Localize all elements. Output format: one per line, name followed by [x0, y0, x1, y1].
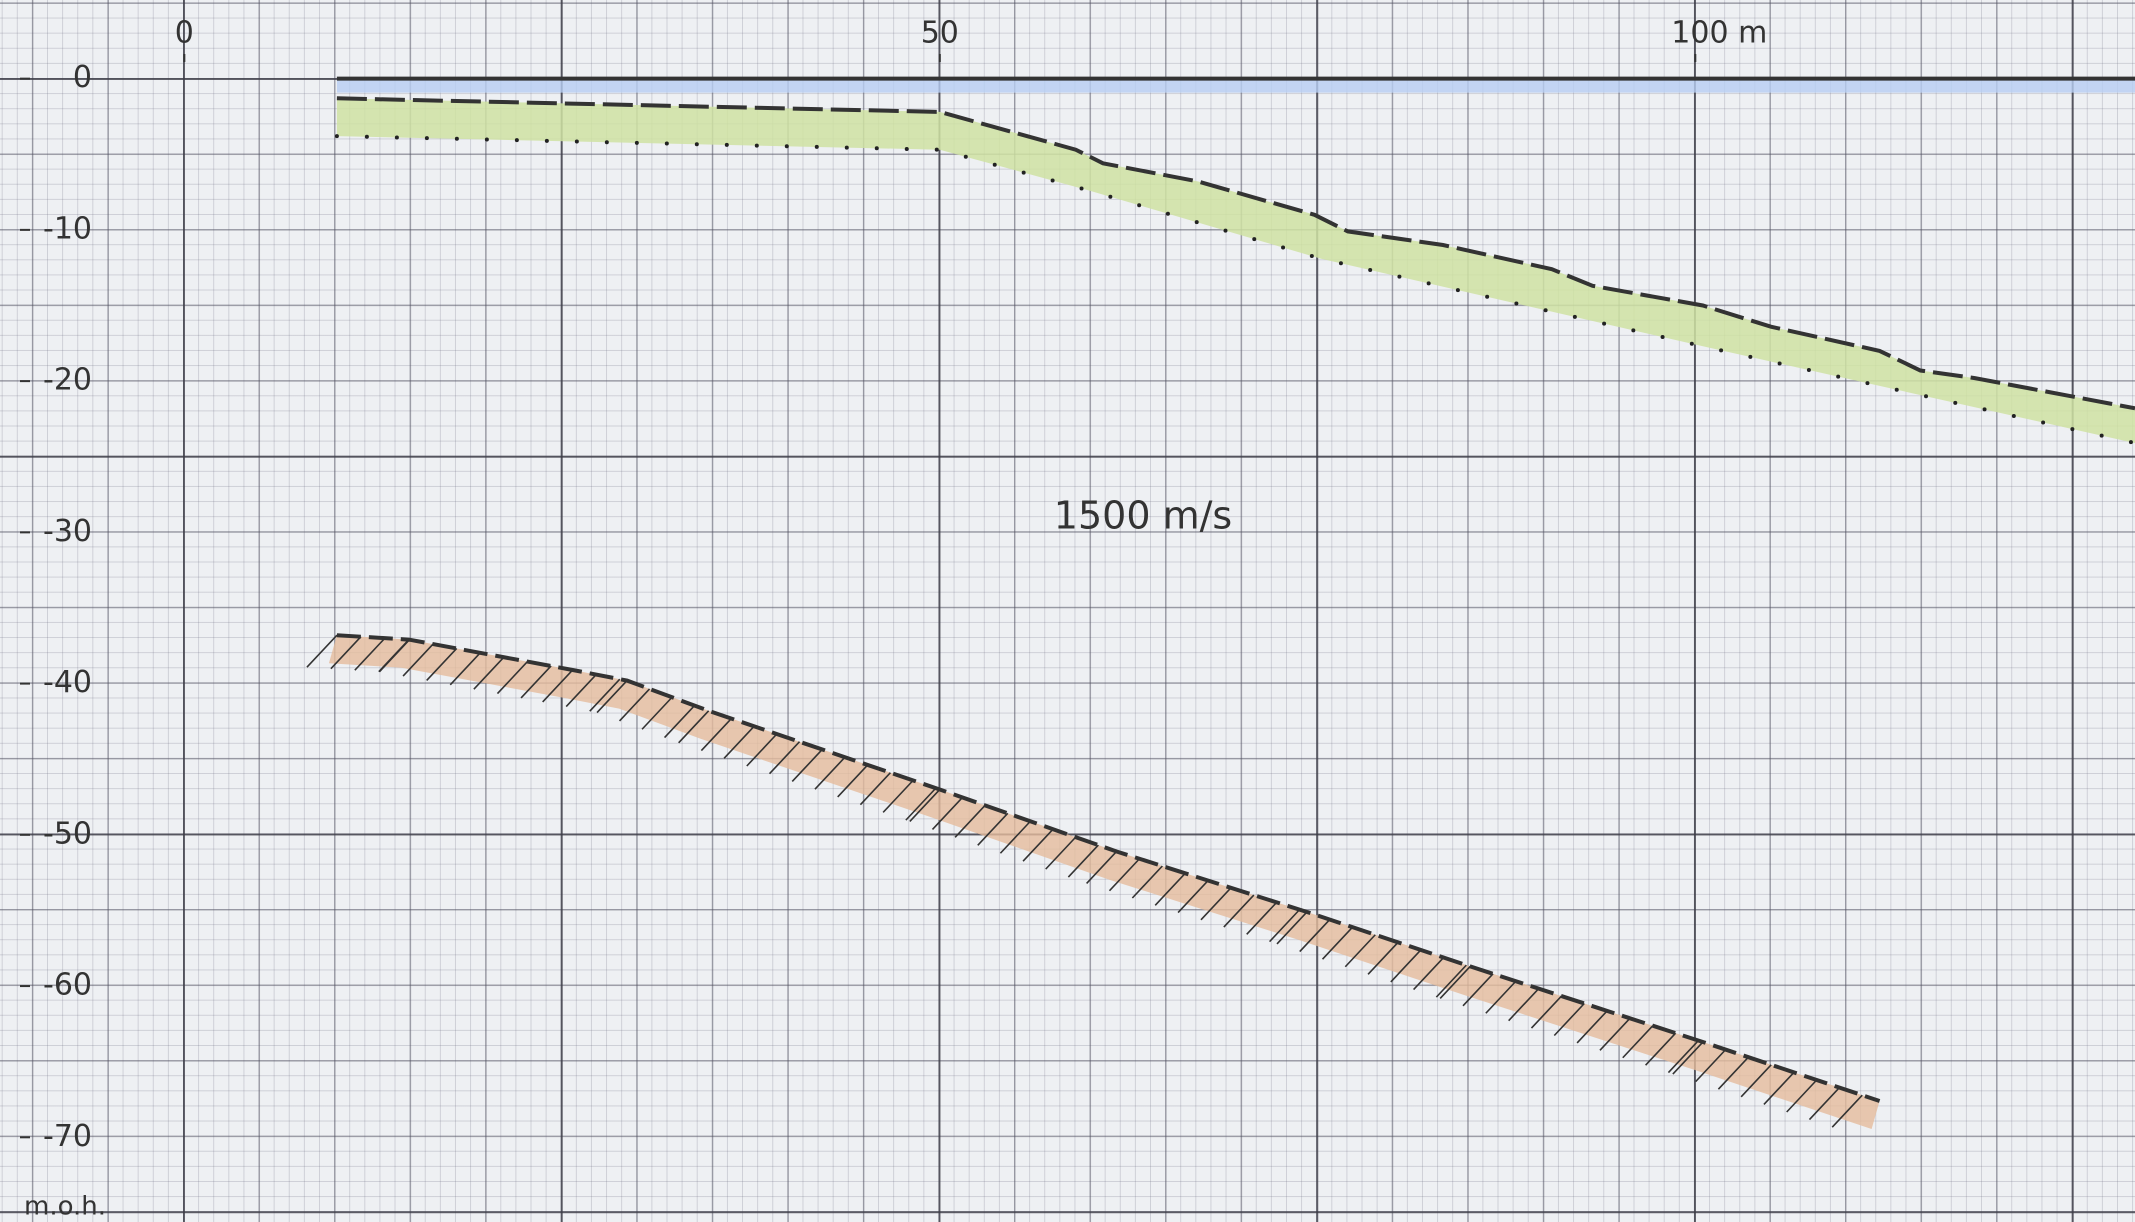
y-tick-label: -60: [43, 968, 92, 1003]
y-tick-label: 0: [73, 60, 92, 95]
y-tick-label: -30: [43, 514, 92, 549]
x-tick-label: 100 m: [1671, 16, 1767, 51]
sediment-base: [337, 136, 2135, 443]
y-tick-label: -50: [43, 816, 92, 851]
y-tick-label: -20: [43, 363, 92, 398]
water-band: [337, 79, 2135, 93]
chart: 1500 m/s m.o.h. 0 50 100 m 0 -10 -20 -30 -40 -50…: [0, 0, 2135, 1222]
page: 1500 m/s m.o.h. 0 50 100 m 0 -10 -20 -30 -40 -50…: [0, 0, 2135, 1222]
y-tick-label: -10: [43, 211, 92, 246]
x-tick-label: 0: [175, 16, 194, 51]
x-tick-label: 50: [921, 16, 959, 51]
bedrock-fill: [329, 635, 1880, 1129]
y-axis-label: m.o.h.: [24, 1192, 106, 1222]
annotation: 1500 m/s: [1054, 494, 1232, 538]
sediment-fill: [337, 98, 2135, 443]
y-tick-label: -40: [43, 665, 92, 700]
y-tick-label: -70: [43, 1119, 92, 1154]
